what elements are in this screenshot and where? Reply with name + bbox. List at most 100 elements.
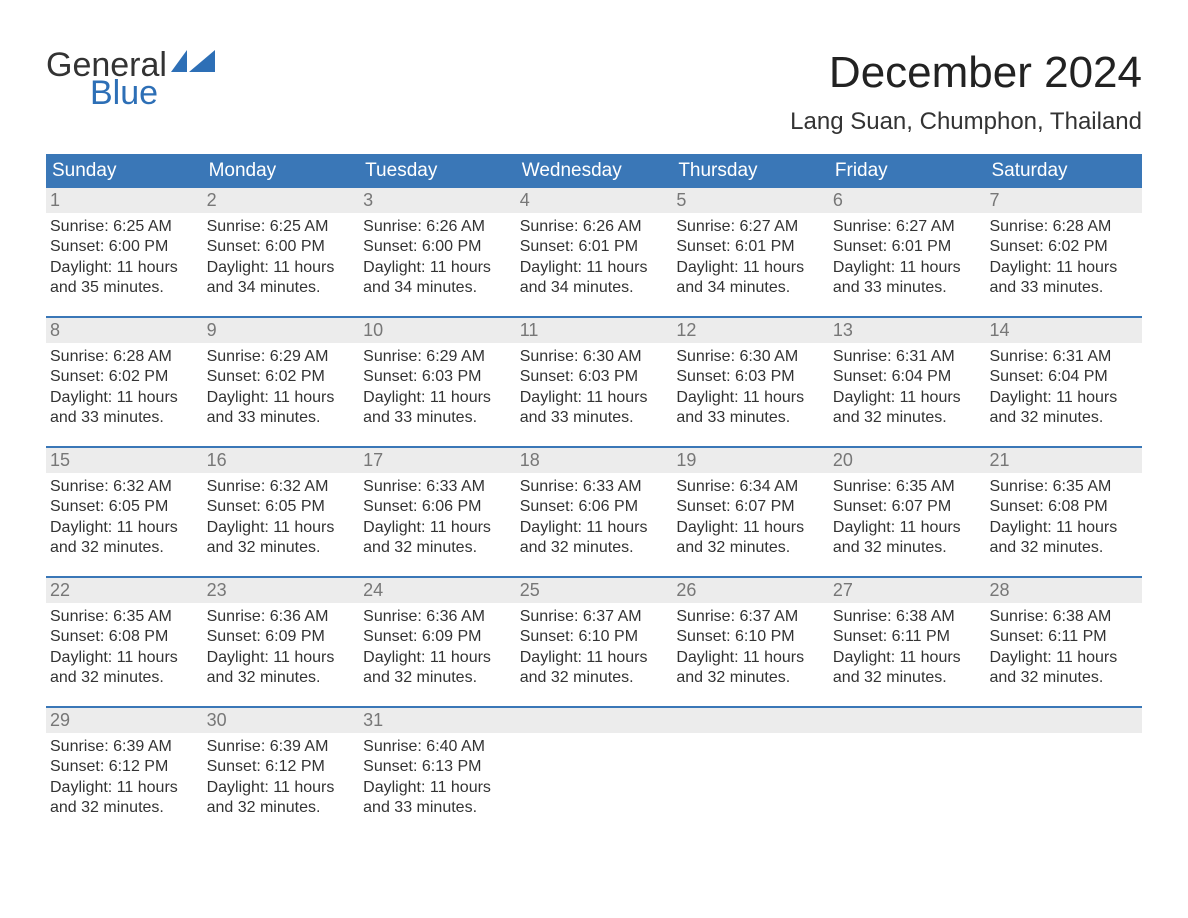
day-detail-line: Daylight: 11 hours (207, 388, 356, 408)
day-detail-line: Daylight: 11 hours (833, 388, 982, 408)
day-detail-line: Sunrise: 6:40 AM (363, 737, 512, 757)
day-detail-line: Sunset: 6:01 PM (833, 237, 982, 257)
day-number: 22 (46, 578, 203, 603)
day-detail-line: Sunset: 6:13 PM (363, 757, 512, 777)
calendar-day-cell: 2Sunrise: 6:25 AMSunset: 6:00 PMDaylight… (203, 188, 360, 316)
day-number: 6 (829, 188, 986, 213)
day-number: 15 (46, 448, 203, 473)
day-details: Sunrise: 6:33 AMSunset: 6:06 PMDaylight:… (516, 473, 673, 567)
day-number: 25 (516, 578, 673, 603)
day-details: Sunrise: 6:33 AMSunset: 6:06 PMDaylight:… (359, 473, 516, 567)
calendar-week-row: 22Sunrise: 6:35 AMSunset: 6:08 PMDayligh… (46, 576, 1142, 706)
day-detail-line: Daylight: 11 hours (363, 388, 512, 408)
day-detail-line: and 32 minutes. (50, 798, 199, 818)
day-detail-line: Sunset: 6:02 PM (989, 237, 1138, 257)
day-details: Sunrise: 6:37 AMSunset: 6:10 PMDaylight:… (672, 603, 829, 697)
day-detail-line: Daylight: 11 hours (50, 258, 199, 278)
day-details: Sunrise: 6:29 AMSunset: 6:02 PMDaylight:… (203, 343, 360, 437)
day-detail-line: Sunset: 6:04 PM (989, 367, 1138, 387)
day-detail-line: and 34 minutes. (520, 278, 669, 298)
day-detail-line: Sunset: 6:08 PM (989, 497, 1138, 517)
calendar-day-cell: 31Sunrise: 6:40 AMSunset: 6:13 PMDayligh… (359, 708, 516, 836)
day-number: 5 (672, 188, 829, 213)
calendar-day-cell: 29Sunrise: 6:39 AMSunset: 6:12 PMDayligh… (46, 708, 203, 836)
day-detail-line: Sunset: 6:02 PM (207, 367, 356, 387)
day-detail-line: Daylight: 11 hours (989, 518, 1138, 538)
day-detail-line: Daylight: 11 hours (676, 518, 825, 538)
day-details: Sunrise: 6:35 AMSunset: 6:07 PMDaylight:… (829, 473, 986, 567)
day-details: Sunrise: 6:28 AMSunset: 6:02 PMDaylight:… (985, 213, 1142, 307)
day-detail-line: Daylight: 11 hours (363, 258, 512, 278)
calendar-day-cell (516, 708, 673, 836)
day-details: Sunrise: 6:27 AMSunset: 6:01 PMDaylight:… (672, 213, 829, 307)
calendar-day-cell: 22Sunrise: 6:35 AMSunset: 6:08 PMDayligh… (46, 578, 203, 706)
day-detail-line: Sunset: 6:03 PM (676, 367, 825, 387)
day-detail-line: and 32 minutes. (207, 538, 356, 558)
day-detail-line: Sunset: 6:00 PM (363, 237, 512, 257)
day-number: 30 (203, 708, 360, 733)
day-detail-line: Sunset: 6:06 PM (520, 497, 669, 517)
day-detail-line: Sunset: 6:00 PM (207, 237, 356, 257)
day-details: Sunrise: 6:38 AMSunset: 6:11 PMDaylight:… (985, 603, 1142, 697)
logo: General Blue (46, 48, 215, 110)
weekday-header: Thursday (672, 154, 829, 188)
calendar-week-row: 8Sunrise: 6:28 AMSunset: 6:02 PMDaylight… (46, 316, 1142, 446)
day-detail-line: Sunset: 6:00 PM (50, 237, 199, 257)
day-detail-line: Sunset: 6:09 PM (363, 627, 512, 647)
day-number: 16 (203, 448, 360, 473)
day-detail-line: Sunrise: 6:32 AM (207, 477, 356, 497)
day-detail-line: Sunrise: 6:29 AM (207, 347, 356, 367)
day-number: 13 (829, 318, 986, 343)
day-detail-line: Sunrise: 6:37 AM (676, 607, 825, 627)
day-number: 19 (672, 448, 829, 473)
day-detail-line: Daylight: 11 hours (50, 518, 199, 538)
day-detail-line: Sunset: 6:07 PM (676, 497, 825, 517)
day-detail-line: Daylight: 11 hours (363, 648, 512, 668)
day-details: Sunrise: 6:35 AMSunset: 6:08 PMDaylight:… (46, 603, 203, 697)
day-number: 12 (672, 318, 829, 343)
day-detail-line: Sunrise: 6:36 AM (207, 607, 356, 627)
day-detail-line: Sunrise: 6:30 AM (676, 347, 825, 367)
day-detail-line: Daylight: 11 hours (363, 778, 512, 798)
day-detail-line: Daylight: 11 hours (676, 258, 825, 278)
day-detail-line: Sunrise: 6:30 AM (520, 347, 669, 367)
day-detail-line: Sunrise: 6:25 AM (50, 217, 199, 237)
calendar-day-cell: 30Sunrise: 6:39 AMSunset: 6:12 PMDayligh… (203, 708, 360, 836)
day-detail-line: and 32 minutes. (989, 668, 1138, 688)
day-number: 28 (985, 578, 1142, 603)
day-detail-line: Sunset: 6:03 PM (363, 367, 512, 387)
calendar-day-cell: 19Sunrise: 6:34 AMSunset: 6:07 PMDayligh… (672, 448, 829, 576)
day-detail-line: Sunrise: 6:25 AM (207, 217, 356, 237)
day-details: Sunrise: 6:40 AMSunset: 6:13 PMDaylight:… (359, 733, 516, 827)
day-detail-line: Sunset: 6:07 PM (833, 497, 982, 517)
flag-icon (171, 50, 215, 76)
calendar-day-cell: 15Sunrise: 6:32 AMSunset: 6:05 PMDayligh… (46, 448, 203, 576)
weekday-header: Wednesday (516, 154, 673, 188)
day-detail-line: Daylight: 11 hours (520, 648, 669, 668)
day-number: 14 (985, 318, 1142, 343)
day-detail-line: Daylight: 11 hours (520, 388, 669, 408)
calendar-day-cell (829, 708, 986, 836)
calendar: Sunday Monday Tuesday Wednesday Thursday… (46, 154, 1142, 836)
day-details: Sunrise: 6:35 AMSunset: 6:08 PMDaylight:… (985, 473, 1142, 567)
day-detail-line: Sunrise: 6:33 AM (520, 477, 669, 497)
day-detail-line: and 33 minutes. (50, 408, 199, 428)
day-detail-line: Sunset: 6:11 PM (989, 627, 1138, 647)
calendar-day-cell: 4Sunrise: 6:26 AMSunset: 6:01 PMDaylight… (516, 188, 673, 316)
day-details: Sunrise: 6:39 AMSunset: 6:12 PMDaylight:… (203, 733, 360, 827)
day-detail-line: and 32 minutes. (520, 538, 669, 558)
day-details: Sunrise: 6:26 AMSunset: 6:01 PMDaylight:… (516, 213, 673, 307)
day-detail-line: Daylight: 11 hours (50, 778, 199, 798)
calendar-week-row: 15Sunrise: 6:32 AMSunset: 6:05 PMDayligh… (46, 446, 1142, 576)
day-details: Sunrise: 6:37 AMSunset: 6:10 PMDaylight:… (516, 603, 673, 697)
day-details: Sunrise: 6:36 AMSunset: 6:09 PMDaylight:… (203, 603, 360, 697)
calendar-day-cell: 13Sunrise: 6:31 AMSunset: 6:04 PMDayligh… (829, 318, 986, 446)
day-detail-line: Sunrise: 6:35 AM (50, 607, 199, 627)
day-detail-line: Daylight: 11 hours (207, 648, 356, 668)
calendar-day-cell: 27Sunrise: 6:38 AMSunset: 6:11 PMDayligh… (829, 578, 986, 706)
day-detail-line: Sunrise: 6:38 AM (989, 607, 1138, 627)
day-details: Sunrise: 6:38 AMSunset: 6:11 PMDaylight:… (829, 603, 986, 697)
day-number: 23 (203, 578, 360, 603)
day-details: Sunrise: 6:27 AMSunset: 6:01 PMDaylight:… (829, 213, 986, 307)
day-detail-line: and 34 minutes. (207, 278, 356, 298)
